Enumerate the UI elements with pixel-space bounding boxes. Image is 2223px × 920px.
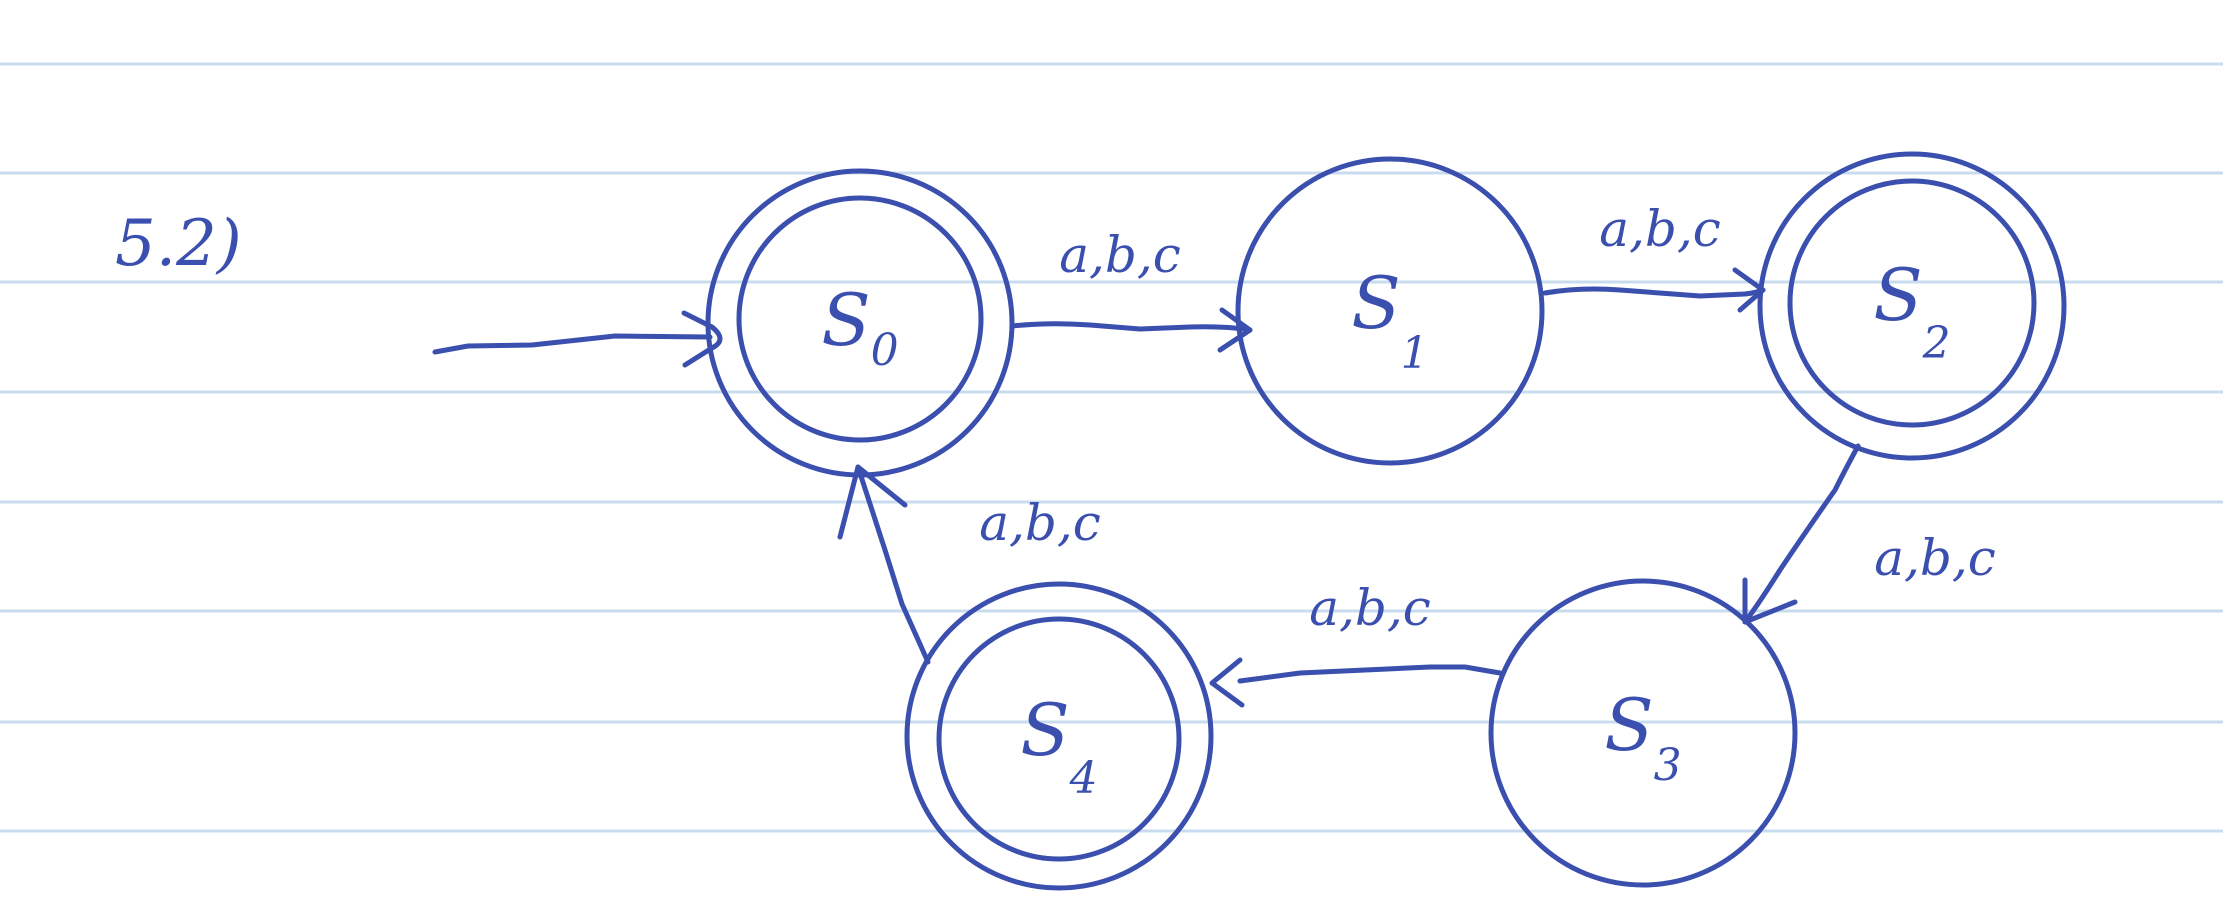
edge-label: a,b,c bbox=[1309, 579, 1431, 637]
problem-label: 5.2) bbox=[115, 207, 242, 281]
edge-label: a,b,c bbox=[1059, 226, 1181, 284]
arrow-head bbox=[1217, 307, 1253, 353]
edge-line bbox=[855, 464, 931, 665]
state-inner-circle bbox=[1787, 178, 2037, 428]
state-s2: S2 bbox=[1757, 151, 2067, 461]
state-label: S3 bbox=[1604, 683, 1681, 791]
state-label: S0 bbox=[821, 278, 898, 376]
edge-line bbox=[1542, 286, 1766, 299]
edge-line bbox=[1237, 664, 1503, 684]
edge-label: a,b,c bbox=[1599, 200, 1721, 258]
edge-line bbox=[1009, 321, 1253, 333]
state-circle bbox=[1235, 156, 1545, 466]
start-arrow bbox=[432, 310, 723, 368]
transition-s2-s3: a,b,c bbox=[1742, 443, 1996, 625]
state-label: S2 bbox=[1873, 253, 1950, 369]
transition-s4-s0: a,b,c bbox=[837, 464, 1101, 665]
arrow-head bbox=[837, 464, 908, 540]
state-circle bbox=[1488, 578, 1798, 888]
state-s3: S3 bbox=[1488, 578, 1798, 888]
state-inner-circle bbox=[936, 616, 1182, 862]
state-inner-circle bbox=[736, 195, 984, 443]
state-outer-circle bbox=[705, 168, 1015, 478]
state-s0: S0 bbox=[705, 168, 1015, 478]
edge-label: a,b,c bbox=[979, 494, 1101, 552]
ruled-lines bbox=[0, 62, 2223, 833]
state-outer-circle bbox=[904, 581, 1214, 891]
state-label: S4 bbox=[1020, 688, 1097, 804]
edge-line bbox=[1742, 443, 1861, 625]
state-s4: S4 bbox=[904, 581, 1214, 891]
state-label: S1 bbox=[1351, 261, 1428, 379]
state-outer-circle bbox=[1757, 151, 2067, 461]
start-arrow-line bbox=[432, 333, 713, 355]
state-s1: S1 bbox=[1235, 156, 1545, 466]
edge-label: a,b,c bbox=[1874, 529, 1996, 587]
arrow-head bbox=[1209, 657, 1245, 708]
transition-s0-s1: a,b,c bbox=[1009, 226, 1253, 353]
transition-s3-s4: a,b,c bbox=[1209, 579, 1503, 708]
transition-s1-s2: a,b,c bbox=[1542, 200, 1766, 313]
